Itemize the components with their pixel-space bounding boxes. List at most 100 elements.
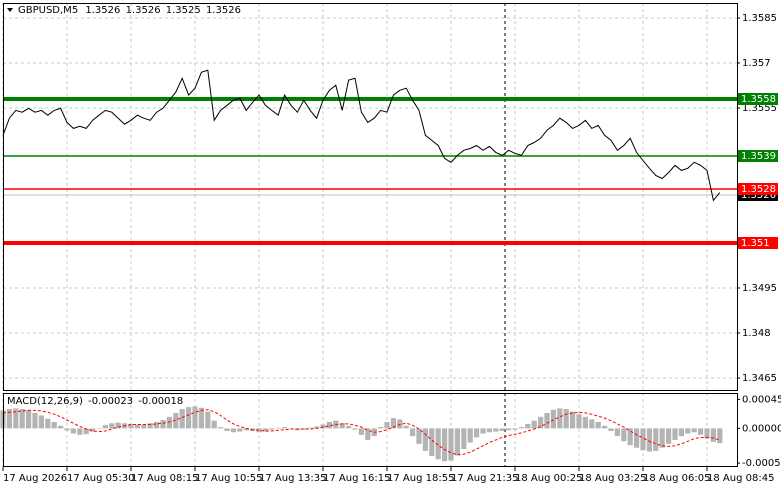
macd-bar xyxy=(486,428,492,433)
macd-bar xyxy=(320,424,326,429)
macd-bar xyxy=(19,409,25,429)
macd-title: MACD(12,26,9) xyxy=(7,396,83,407)
signal-value: -0.00018 xyxy=(138,396,183,407)
macd-bar xyxy=(390,418,396,429)
macd-bar xyxy=(186,407,192,429)
x-tick-label: 17 Aug 16:15 xyxy=(323,473,390,484)
macd-bar xyxy=(448,428,454,461)
x-tick-label: 17 Aug 10:55 xyxy=(195,473,262,484)
macd-bar xyxy=(275,427,281,429)
macd-bar xyxy=(230,428,236,433)
level-label: 1.3558 xyxy=(741,94,776,105)
macd-bar xyxy=(608,428,614,431)
level-tag xyxy=(738,237,778,249)
macd-bar xyxy=(461,428,467,449)
macd-bar xyxy=(589,419,595,429)
macd-bar xyxy=(211,420,217,429)
level-label: 1.3539 xyxy=(741,151,776,162)
y-tick-label: 1.3585 xyxy=(742,13,777,24)
macd-bar xyxy=(474,428,480,438)
y-tick-label: 1.348 xyxy=(742,328,771,339)
macd-bar xyxy=(602,425,608,429)
level-tag xyxy=(738,93,778,105)
x-tick-label: 17 Aug 08:15 xyxy=(131,473,198,484)
macd-value: -0.00023 xyxy=(88,396,133,407)
x-tick-label: 18 Aug 08:45 xyxy=(707,473,774,484)
macd-bar xyxy=(442,428,448,462)
dropdown-icon[interactable] xyxy=(7,8,13,12)
macd-bar xyxy=(454,428,460,456)
macd-bar xyxy=(224,428,230,431)
macd-bar xyxy=(192,406,198,429)
open: 1.3526 xyxy=(85,5,120,16)
macd-bar xyxy=(352,428,358,430)
macd-bar xyxy=(307,427,313,429)
macd-bar xyxy=(365,428,371,440)
macd-bar xyxy=(346,425,352,429)
macd-bar xyxy=(576,414,582,429)
macd-bar xyxy=(160,420,166,429)
level-tag xyxy=(738,183,778,195)
macd-bar xyxy=(90,428,96,432)
macd-bar xyxy=(512,428,518,430)
macd-bar xyxy=(557,408,563,429)
macd-bar xyxy=(58,425,64,429)
macd-bar xyxy=(704,428,710,439)
macd-bar xyxy=(627,428,633,446)
macd-bar xyxy=(38,415,44,429)
macd-bar xyxy=(109,423,115,429)
macd-frame xyxy=(3,393,738,467)
macd-bar xyxy=(710,428,716,442)
macd-bar xyxy=(45,418,51,429)
macd-bar xyxy=(685,428,691,434)
macd-bar xyxy=(282,427,288,429)
macd-bar xyxy=(653,428,659,451)
macd-bar xyxy=(26,410,32,429)
signal-line xyxy=(2,409,720,456)
macd-bar xyxy=(179,409,185,429)
macd-bar xyxy=(173,412,179,429)
low: 1.3525 xyxy=(166,5,201,16)
y-tick-label: -0.00054 xyxy=(742,458,781,469)
macd-bar xyxy=(429,428,435,457)
x-tick-label: 17 Aug 13:35 xyxy=(259,473,326,484)
macd-bar xyxy=(666,428,672,444)
macd-bar xyxy=(410,428,416,437)
macd-bar xyxy=(691,428,697,433)
high: 1.3526 xyxy=(126,5,161,16)
macd-bar xyxy=(128,423,134,429)
x-tick-label: 18 Aug 00:25 xyxy=(515,473,582,484)
y-tick-label: 0.00000 xyxy=(742,423,781,434)
macd-bar xyxy=(154,421,160,429)
last-price-label: 1.3526 xyxy=(741,190,776,201)
macd-bar xyxy=(51,421,57,429)
macd-bar xyxy=(678,428,684,437)
symbol: GBPUSD,M5 xyxy=(18,5,78,16)
level-tag xyxy=(738,150,778,162)
x-tick-label: 17 Aug 05:30 xyxy=(67,473,134,484)
macd-bar xyxy=(480,428,486,434)
macd-bar xyxy=(243,428,249,431)
symbol-header: GBPUSD,M5 1.3526 1.3526 1.3525 1.3526 xyxy=(18,5,241,16)
macd-bar xyxy=(506,428,512,431)
macd-bar xyxy=(32,412,38,429)
macd-bar xyxy=(115,422,121,429)
macd-bar xyxy=(256,428,262,433)
macd-bar xyxy=(262,428,268,432)
macd-bar xyxy=(531,420,537,429)
y-tick-label: 0.00045 xyxy=(742,394,781,405)
macd-bar xyxy=(659,428,665,448)
macd-bar xyxy=(301,428,307,430)
macd-bar xyxy=(218,427,224,429)
macd-bar xyxy=(198,407,204,429)
macd-bar xyxy=(384,421,390,429)
price-frame xyxy=(3,3,738,391)
macd-header: MACD(12,26,9) -0.00023 -0.00018 xyxy=(7,396,183,407)
x-tick-label: 18 Aug 03:25 xyxy=(579,473,646,484)
macd-bar xyxy=(13,408,19,429)
macd-bar xyxy=(237,428,243,432)
x-tick-label: 17 Aug 2026 xyxy=(3,473,67,484)
y-tick-label: 1.3555 xyxy=(742,103,777,114)
close: 1.3526 xyxy=(206,5,241,16)
